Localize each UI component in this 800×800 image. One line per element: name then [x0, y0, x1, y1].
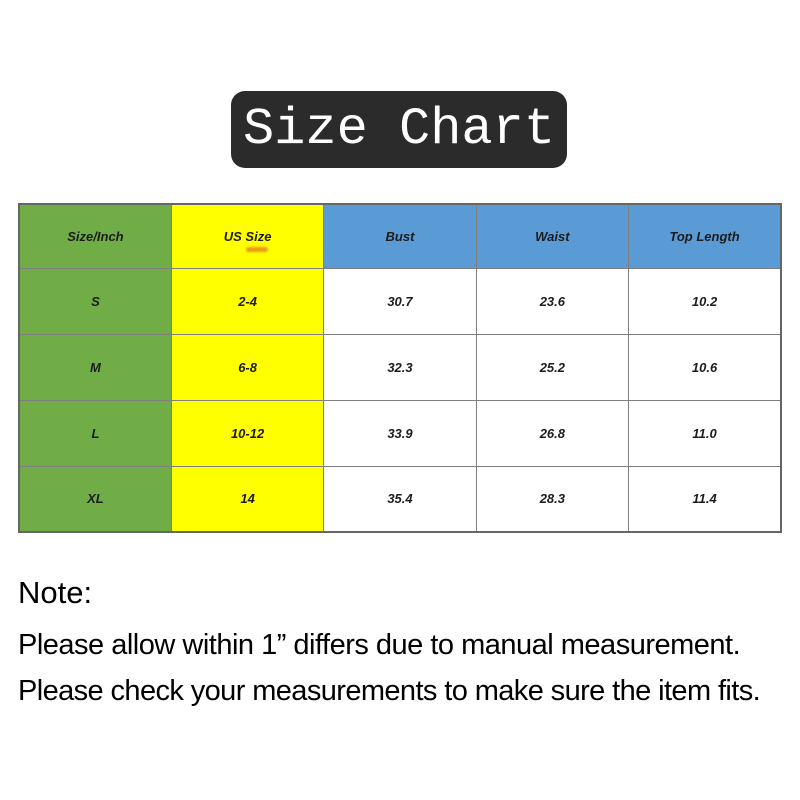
- cell-us-size-m: 6-8: [170, 333, 325, 401]
- header-bust: Bust: [323, 203, 477, 269]
- note-heading: Note:: [18, 575, 93, 610]
- cell-waist-xl: 28.3: [475, 465, 630, 533]
- cell-top-length-xl: 11.4: [628, 465, 782, 533]
- cell-us-size-s: 2-4: [170, 267, 325, 335]
- header-size-inch: Size/Inch: [18, 203, 172, 269]
- cell-size-s: S: [18, 267, 172, 335]
- table-row-l: L 10-12 33.9 26.8 11.0: [18, 399, 782, 467]
- page-title: Size Chart: [242, 100, 556, 159]
- cell-size-l: L: [18, 399, 172, 467]
- cell-bust-xl: 35.4: [323, 465, 477, 533]
- header-us-size-label: US Size: [223, 228, 272, 244]
- cell-us-size-l: 10-12: [170, 399, 325, 467]
- red-smudge-artifact: [245, 247, 268, 252]
- cell-us-size-xl: 14: [170, 465, 325, 533]
- cell-bust-s: 30.7: [323, 267, 477, 335]
- title-banner: Size Chart: [231, 91, 567, 168]
- header-us-size: US Size: [170, 203, 325, 269]
- cell-top-length-s: 10.2: [628, 267, 782, 335]
- table-row-xl: XL 14 35.4 28.3 11.4: [18, 465, 782, 533]
- cell-waist-s: 23.6: [475, 267, 630, 335]
- table-row-s: S 2-4 30.7 23.6 10.2: [18, 267, 782, 335]
- cell-bust-l: 33.9: [323, 399, 477, 467]
- cell-bust-m: 32.3: [323, 333, 477, 401]
- size-table: Size/Inch US Size Bust Waist Top Length …: [18, 203, 782, 533]
- note-line-fit: Please check your measurements to make s…: [18, 675, 761, 707]
- cell-waist-l: 26.8: [475, 399, 630, 467]
- cell-waist-m: 25.2: [475, 333, 630, 401]
- cell-top-length-l: 11.0: [628, 399, 782, 467]
- cell-size-m: M: [18, 333, 172, 401]
- cell-size-xl: XL: [18, 465, 172, 533]
- header-top-length: Top Length: [628, 203, 782, 269]
- header-row: Size/Inch US Size Bust Waist Top Length: [18, 203, 782, 269]
- note-line-measurement: Please allow within 1” differs due to ma…: [18, 629, 741, 661]
- cell-top-length-m: 10.6: [628, 333, 782, 401]
- table-row-m: M 6-8 32.3 25.2 10.6: [18, 333, 782, 401]
- header-waist: Waist: [475, 203, 630, 269]
